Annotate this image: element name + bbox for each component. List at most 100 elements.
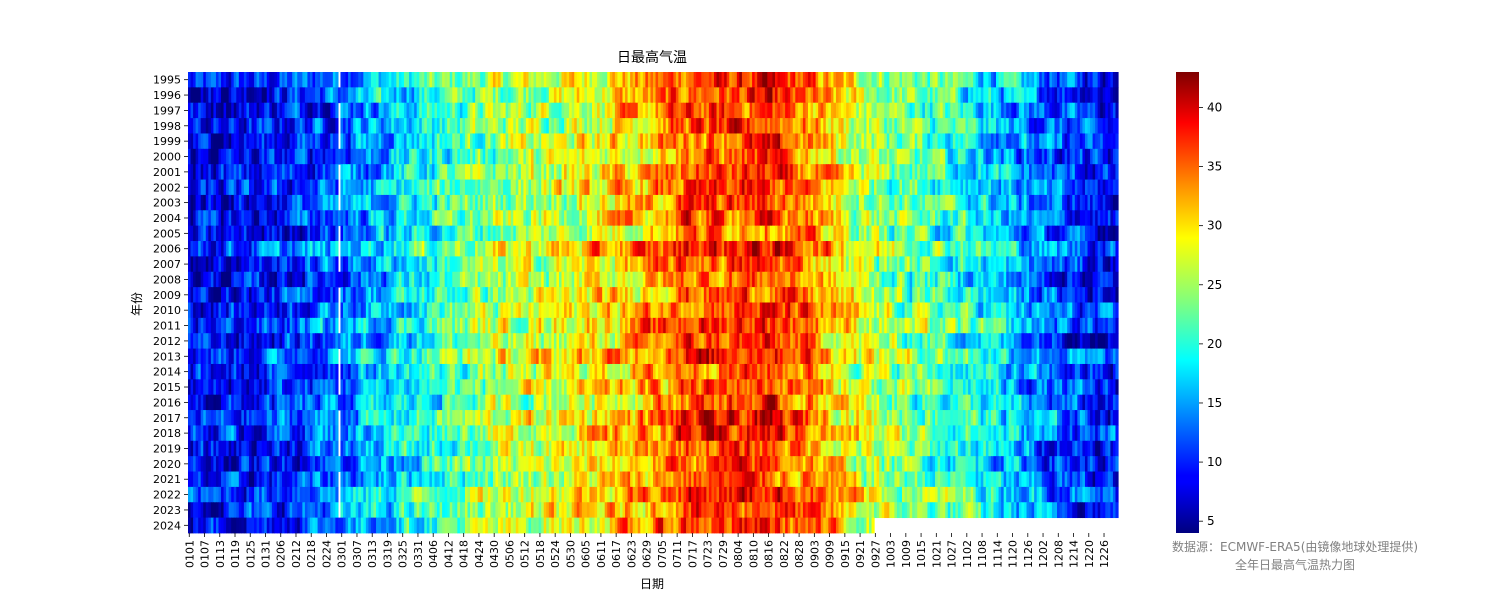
heatmap-cell bbox=[1059, 87, 1063, 104]
heatmap-cell bbox=[975, 210, 979, 227]
heatmap-cell bbox=[957, 256, 962, 273]
heatmap-cell bbox=[983, 210, 987, 227]
heatmap-cell bbox=[655, 133, 659, 150]
heatmap-cell bbox=[813, 87, 817, 104]
heatmap-cell bbox=[800, 118, 804, 134]
heatmap-cell bbox=[1110, 256, 1114, 273]
heatmap-cell bbox=[1067, 118, 1071, 134]
heatmap-cell bbox=[434, 194, 438, 211]
heatmap-cell bbox=[688, 148, 692, 165]
heatmap-cell bbox=[767, 72, 771, 88]
heatmap-cell bbox=[543, 72, 547, 88]
heatmap-cell bbox=[1064, 133, 1068, 150]
heatmap-cell bbox=[564, 148, 568, 165]
heatmap-cell bbox=[686, 148, 690, 165]
heatmap-cell bbox=[658, 225, 662, 242]
heatmap-cell bbox=[802, 87, 807, 104]
heatmap-cell bbox=[952, 148, 956, 165]
heatmap-cell bbox=[299, 271, 303, 288]
heatmap-cell bbox=[965, 133, 969, 150]
heatmap-cell bbox=[912, 133, 916, 150]
heatmap-cell bbox=[993, 225, 997, 242]
heatmap-cell bbox=[1051, 87, 1056, 104]
heatmap-cell bbox=[228, 179, 232, 196]
heatmap-cell bbox=[950, 133, 954, 150]
heatmap-cell bbox=[1074, 241, 1078, 257]
heatmap-cell bbox=[686, 118, 690, 134]
heatmap-cell bbox=[1008, 72, 1012, 88]
heatmap-cell bbox=[647, 271, 652, 288]
heatmap-cell bbox=[691, 102, 695, 119]
heatmap-cell bbox=[713, 164, 718, 180]
heatmap-cell bbox=[543, 118, 547, 134]
heatmap-cell bbox=[276, 194, 281, 211]
heatmap-cell bbox=[576, 194, 580, 211]
heatmap-cell bbox=[1105, 118, 1109, 134]
heatmap-cell bbox=[759, 271, 763, 288]
heatmap-cell bbox=[1021, 225, 1025, 242]
heatmap-cell bbox=[1046, 179, 1050, 196]
heatmap-cell bbox=[1062, 194, 1066, 211]
heatmap-cell bbox=[1082, 225, 1086, 242]
heatmap-cell bbox=[625, 118, 629, 134]
heatmap-cell bbox=[841, 194, 845, 211]
heatmap-cell bbox=[846, 148, 850, 165]
heatmap-cell bbox=[668, 72, 672, 88]
heatmap-cell bbox=[1026, 256, 1030, 273]
heatmap-cell bbox=[401, 194, 405, 211]
heatmap-cell bbox=[350, 256, 354, 273]
heatmap-cell bbox=[630, 102, 634, 119]
heatmap-cell bbox=[556, 148, 560, 165]
heatmap-cell bbox=[932, 87, 936, 104]
heatmap-cell bbox=[1039, 179, 1043, 196]
heatmap-cell bbox=[945, 164, 949, 180]
heatmap-cell bbox=[622, 241, 626, 257]
heatmap-cell bbox=[622, 194, 626, 211]
heatmap-cell bbox=[1074, 179, 1078, 196]
heatmap-cell bbox=[922, 225, 926, 242]
heatmap-cell bbox=[698, 210, 702, 227]
heatmap-cell bbox=[830, 102, 835, 119]
heatmap-cell bbox=[218, 210, 222, 227]
heatmap-cell bbox=[284, 179, 288, 196]
heatmap-cell bbox=[747, 256, 751, 273]
heatmap-cell bbox=[297, 102, 301, 119]
heatmap-cell bbox=[335, 102, 339, 119]
heatmap-cell bbox=[289, 225, 293, 242]
heatmap-cell bbox=[749, 102, 753, 119]
heatmap-cell bbox=[706, 271, 710, 288]
heatmap-cell bbox=[188, 164, 192, 180]
heatmap-cell bbox=[612, 102, 616, 119]
heatmap-cell bbox=[586, 271, 591, 288]
heatmap-cell bbox=[1044, 241, 1048, 257]
heatmap-cell bbox=[553, 194, 558, 211]
heatmap-cell bbox=[861, 87, 865, 104]
heatmap-cell bbox=[815, 118, 819, 134]
heatmap-cell bbox=[566, 133, 570, 150]
heatmap-cell bbox=[914, 133, 918, 150]
heatmap-cell bbox=[902, 87, 906, 104]
heatmap-cell bbox=[858, 72, 862, 88]
heatmap-cell bbox=[703, 87, 707, 104]
heatmap-cell bbox=[287, 148, 291, 165]
heatmap-cell bbox=[637, 133, 641, 150]
heatmap-cell bbox=[442, 72, 446, 88]
heatmap-cell bbox=[782, 194, 786, 211]
heatmap-cell bbox=[284, 148, 288, 165]
heatmap-cell bbox=[553, 87, 558, 104]
heatmap-cell bbox=[706, 241, 710, 257]
heatmap-cell bbox=[287, 194, 291, 211]
heatmap-cell bbox=[983, 102, 987, 119]
heatmap-cell bbox=[627, 179, 631, 196]
heatmap-cell bbox=[713, 256, 718, 273]
heatmap-cell bbox=[343, 164, 347, 180]
heatmap-cell bbox=[841, 72, 845, 88]
heatmap-cell bbox=[935, 164, 939, 180]
heatmap-cell bbox=[950, 148, 954, 165]
heatmap-cell bbox=[558, 87, 563, 104]
heatmap-cell bbox=[815, 194, 819, 211]
heatmap-cell bbox=[520, 179, 525, 196]
heatmap-cell bbox=[935, 194, 939, 211]
heatmap-cell bbox=[607, 72, 611, 88]
heatmap-cell bbox=[444, 118, 448, 134]
